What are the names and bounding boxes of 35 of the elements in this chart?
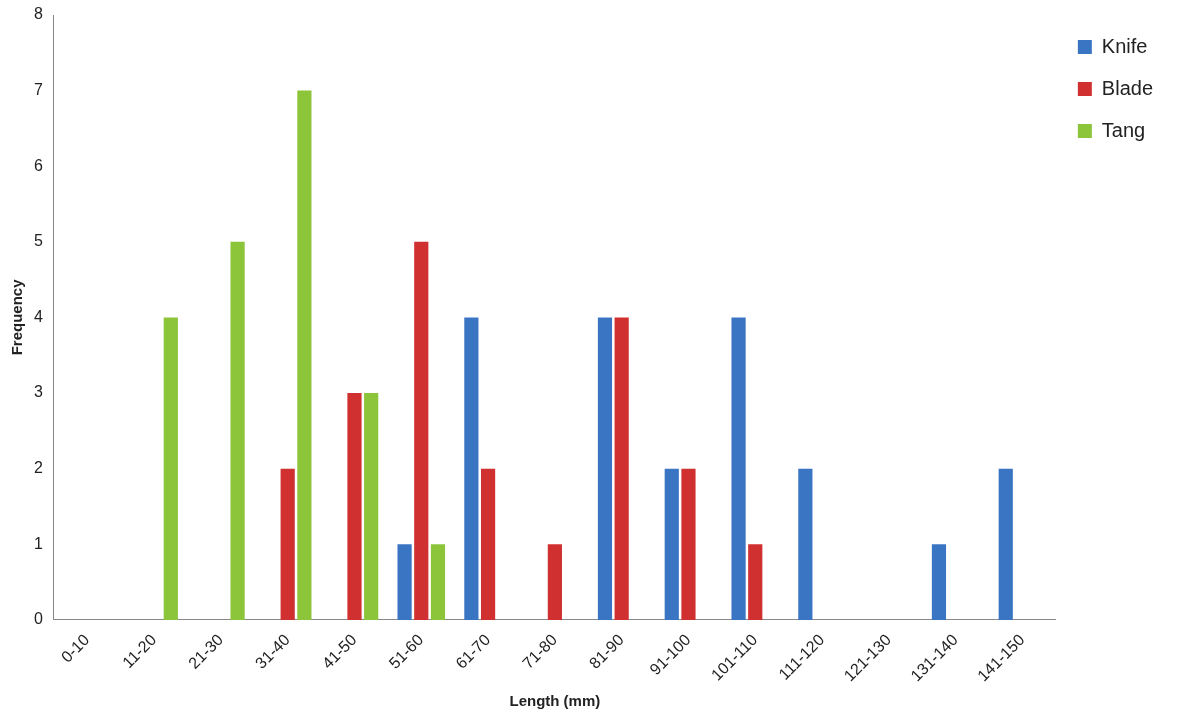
bar: [414, 241, 429, 620]
y-tick-label: 5: [33, 232, 43, 250]
y-tick-label: 6: [33, 156, 43, 174]
bar: [280, 468, 295, 620]
y-axis-title: Frequency: [8, 278, 26, 356]
bar: [664, 468, 679, 620]
bar: [614, 317, 629, 620]
bar: [464, 317, 479, 620]
bar: [748, 544, 763, 620]
bar: [798, 468, 813, 620]
bar: [430, 544, 446, 620]
bar: [230, 241, 245, 620]
bar: [364, 393, 379, 620]
bar: [547, 544, 562, 620]
bar: [998, 468, 1013, 620]
bar: [297, 90, 312, 620]
bar: [347, 393, 362, 620]
bar: [163, 317, 178, 620]
y-tick-label: 8: [33, 5, 43, 23]
y-tick-label: 2: [33, 459, 43, 477]
y-tick-label: 7: [33, 81, 43, 99]
y-tick-label: 3: [33, 383, 43, 401]
legend-label: Tang: [1101, 118, 1146, 141]
x-axis-title: Length (mm): [509, 692, 601, 710]
y-tick-label: 4: [33, 307, 43, 325]
y-tick-label: 1: [33, 534, 43, 552]
bar: [731, 317, 746, 620]
bar: [597, 317, 613, 620]
legend-label: Blade: [1101, 76, 1153, 99]
legend-label: Knife: [1101, 34, 1148, 57]
y-tick-label: 0: [33, 610, 43, 628]
bar: [397, 544, 412, 620]
bar: [931, 544, 947, 620]
bar: [480, 468, 496, 620]
bar: [681, 468, 696, 620]
